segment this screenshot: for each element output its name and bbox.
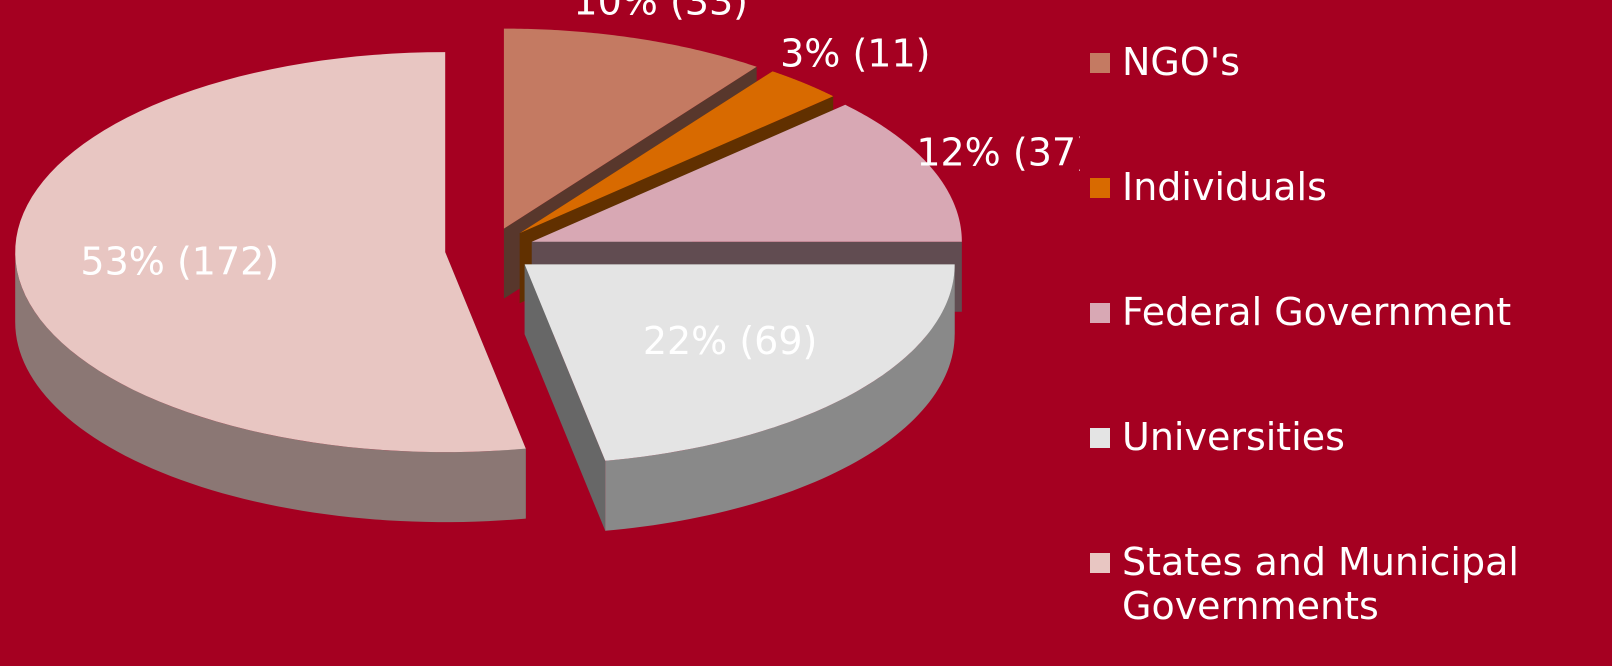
slice-side xyxy=(605,264,955,531)
data-label: 12% (37) xyxy=(916,130,1080,174)
legend-swatch xyxy=(1090,53,1110,73)
data-label: 10% (33) xyxy=(573,0,748,24)
data-label: 53% (172) xyxy=(80,239,279,283)
data-label: 3% (11) xyxy=(780,32,930,76)
legend-label: Individuals xyxy=(1122,165,1327,209)
legend-entry: Individuals xyxy=(1090,165,1590,290)
legend-entry: NGO's xyxy=(1090,40,1590,165)
slice-top xyxy=(15,52,526,453)
slice xyxy=(15,52,526,523)
slice-top xyxy=(503,28,757,229)
legend-label: NGO's xyxy=(1122,40,1241,84)
legend: NGO's Individuals Federal Government Univer… xyxy=(1090,40,1590,665)
slice-side xyxy=(15,252,526,523)
legend-entry: States and Municipal Governments xyxy=(1090,540,1590,665)
data-label: 22% (69) xyxy=(643,319,818,363)
legend-swatch xyxy=(1090,178,1110,198)
legend-entry: Universities xyxy=(1090,415,1590,540)
slice-top xyxy=(524,264,955,461)
legend-entry: Federal Government xyxy=(1090,290,1590,415)
legend-label: Federal Government xyxy=(1122,290,1512,334)
legend-swatch xyxy=(1090,428,1110,448)
legend-label: Universities xyxy=(1122,415,1345,459)
slice-wall xyxy=(524,264,606,531)
pie-area: 10% (33) 3% (11) 12% (37) 22% (69) 53% (172) xyxy=(15,0,1080,531)
legend-swatch xyxy=(1090,553,1110,573)
slice-top xyxy=(519,71,834,234)
legend-label: States and Municipal Governments xyxy=(1122,540,1519,628)
legend-swatch xyxy=(1090,303,1110,323)
slice-top xyxy=(531,104,962,242)
slice xyxy=(524,264,955,531)
